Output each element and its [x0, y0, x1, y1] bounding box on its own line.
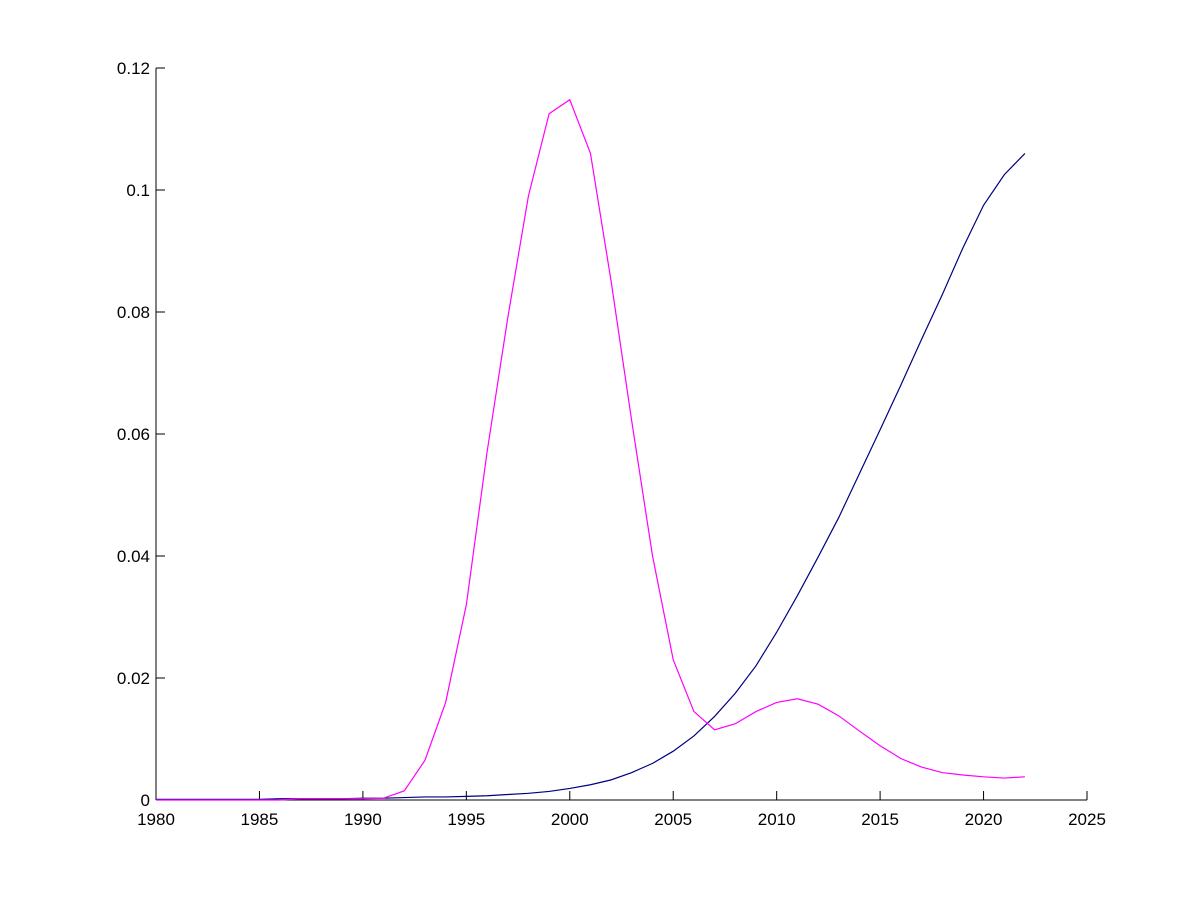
- x-tick-label: 1995: [447, 810, 485, 829]
- x-tick-label: 1990: [344, 810, 382, 829]
- x-tick-label: 2025: [1068, 810, 1106, 829]
- y-tick-label: 0.12: [117, 59, 150, 78]
- x-tick-label: 1980: [137, 810, 175, 829]
- x-tick-label: 2010: [758, 810, 796, 829]
- x-tick-label: 2015: [861, 810, 899, 829]
- y-tick-label: 0: [141, 791, 150, 810]
- y-tick-label: 0.1: [126, 181, 150, 200]
- y-tick-label: 0.06: [117, 425, 150, 444]
- line-series: [156, 98, 1025, 801]
- x-tick-label: 2020: [965, 810, 1003, 829]
- y-tick-label: 0.08: [117, 303, 150, 322]
- y-tick-label: 0.04: [117, 547, 150, 566]
- x-tick-label: 2005: [654, 810, 692, 829]
- y-tick-label: 0.02: [117, 669, 150, 688]
- x-tick-label: 2000: [551, 810, 589, 829]
- x-tick-label: 1985: [241, 810, 279, 829]
